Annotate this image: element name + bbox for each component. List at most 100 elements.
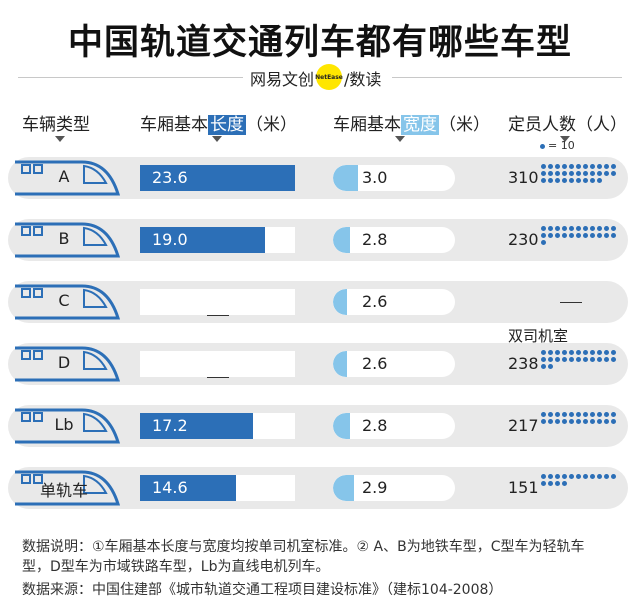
capacity-dot	[548, 171, 553, 176]
length-value: 17.2	[152, 416, 188, 435]
capacity-dot	[583, 474, 588, 479]
vehicle-type-label: D	[57, 353, 71, 372]
capacity-dot	[562, 357, 567, 362]
capacity-value: 230	[508, 230, 539, 249]
width-bar-track	[333, 413, 455, 439]
train-icon	[15, 284, 121, 320]
header-length-post: （米）	[246, 115, 297, 135]
capacity-dot	[576, 474, 581, 479]
length-bar	[140, 227, 265, 253]
capacity-dot	[576, 164, 581, 169]
capacity-dot	[576, 357, 581, 362]
capacity-dot	[541, 178, 546, 183]
capacity-dot	[576, 178, 581, 183]
train-window-0	[21, 350, 31, 360]
capacity-dot	[597, 350, 602, 355]
capacity-dot	[548, 164, 553, 169]
capacity-dot	[555, 350, 560, 355]
capacity-dot	[541, 226, 546, 231]
capacity-dot	[555, 412, 560, 417]
capacity-dot	[590, 350, 595, 355]
capacity-dot	[611, 226, 616, 231]
capacity-dot	[541, 412, 546, 417]
header-type: 车辆类型	[22, 115, 90, 135]
capacity-dot	[541, 240, 546, 245]
chart-row-C: C 2.6	[0, 281, 640, 323]
capacity-dot	[604, 164, 609, 169]
capacity-dot	[583, 171, 588, 176]
capacity-dot	[583, 412, 588, 417]
footnote-source: 数据来源：中国住建部《城市轨道交通工程项目建设标准》（建标104-2008）	[22, 582, 503, 598]
capacity-dot	[555, 226, 560, 231]
legend-text: = 10	[548, 139, 575, 152]
capacity-dot	[597, 357, 602, 362]
capacity-dot	[604, 357, 609, 362]
length-value: 19.0	[152, 230, 188, 249]
train-window-1	[33, 350, 43, 360]
capacity-dot	[604, 474, 609, 479]
brand-bar: 网易文创 NetEase /数读	[0, 64, 640, 90]
capacity-value: 217	[508, 416, 539, 435]
width-bar	[333, 413, 350, 439]
train-window-0	[21, 474, 31, 484]
capacity-value: 151	[508, 478, 539, 497]
header-width-hl: 宽度	[401, 115, 439, 135]
length-empty-dash	[140, 301, 295, 320]
length-bar	[140, 475, 236, 501]
capacity-dot	[597, 419, 602, 424]
capacity-dot	[597, 412, 602, 417]
capacity-dot	[604, 233, 609, 238]
capacity-dot	[569, 419, 574, 424]
train-window-1	[33, 288, 43, 298]
capacity-dot	[583, 164, 588, 169]
capacity-dot	[541, 364, 546, 369]
capacity-dot	[562, 226, 567, 231]
capacity-dot	[569, 412, 574, 417]
capacity-dot	[548, 481, 553, 486]
width-bar-track	[333, 165, 455, 191]
header-capacity: 定员人数（人）	[508, 115, 627, 135]
brand-right-text: 数读	[349, 70, 382, 89]
footnote-line-1: 数据说明：①车厢基本长度与宽度均按单司机室标准。② A、B为地铁车型，C型车为轻…	[22, 539, 585, 555]
capacity-dot	[562, 350, 567, 355]
width-bar	[333, 289, 347, 315]
width-bar-track	[333, 351, 455, 377]
capacity-dot	[541, 233, 546, 238]
capacity-dot	[576, 226, 581, 231]
vehicle-type-label: Lb	[54, 415, 74, 434]
train-window-0	[21, 164, 31, 174]
capacity-dot	[604, 350, 609, 355]
length-empty-dash	[140, 363, 295, 382]
capacity-dot	[590, 171, 595, 176]
capacity-dot	[583, 226, 588, 231]
header-length-pre: 车厢基本	[140, 115, 208, 135]
chart-row-B: B 19.0 2.8 230	[0, 219, 640, 261]
capacity-dot	[562, 164, 567, 169]
caret-width	[395, 136, 405, 142]
capacity-dot	[562, 233, 567, 238]
capacity-dot	[569, 178, 574, 183]
capacity-value: 310	[508, 168, 539, 187]
length-bar-track: 23.6	[140, 165, 295, 191]
chart-row-单轨车: 单轨车 14.6 2.9 151	[0, 467, 640, 509]
capacity-dot	[590, 412, 595, 417]
length-bar	[140, 413, 253, 439]
capacity-dot	[562, 419, 567, 424]
capacity-dot	[597, 233, 602, 238]
capacity-dot	[548, 233, 553, 238]
capacity-dot	[597, 474, 602, 479]
capacity-dot	[555, 419, 560, 424]
capacity-dot	[611, 357, 616, 362]
capacity-dot	[569, 226, 574, 231]
capacity-dot	[583, 233, 588, 238]
capacity-dot	[583, 419, 588, 424]
capacity-dot	[597, 178, 602, 183]
capacity-dot	[562, 178, 567, 183]
capacity-dot	[548, 419, 553, 424]
length-bar-track	[140, 351, 295, 378]
capacity-dot	[597, 171, 602, 176]
capacity-dot	[569, 164, 574, 169]
capacity-dot	[590, 233, 595, 238]
capacity-dot	[611, 171, 616, 176]
width-value: 2.8	[362, 230, 388, 249]
